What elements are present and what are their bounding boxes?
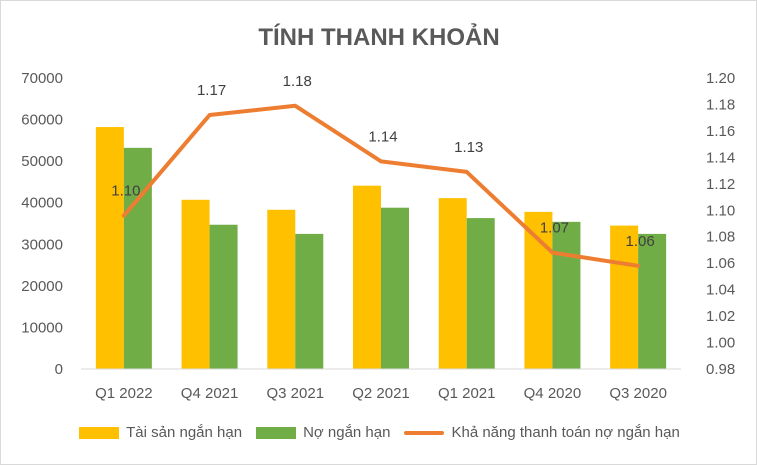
y-right-tick-label: 1.14: [706, 149, 735, 166]
bar-tai-san-ngan-han: [353, 185, 381, 369]
y-left-tick-label: 70000: [21, 70, 63, 87]
bar-no-ngan-han: [638, 233, 667, 369]
bar-no-ngan-han: [295, 233, 324, 369]
bar-tai-san-ngan-han: [181, 199, 210, 369]
x-tick-label: Q2 2021: [352, 385, 410, 402]
bar-tai-san-ngan-han: [438, 198, 467, 369]
bar-tai-san-ngan-han: [95, 127, 124, 369]
y-left-tick-label: 20000: [21, 278, 63, 295]
y-right-axis: 0.98 1.00 1.02 1.04 1.06 1.08 1.10 1.12 1.14 1.16…: [706, 70, 735, 378]
x-tick-label: Q3 2021: [267, 385, 325, 402]
bar-no-ngan-han: [209, 224, 238, 369]
y-right-tick-label: 1.06: [706, 255, 735, 272]
y-right-tick-label: 1.12: [706, 176, 735, 193]
line-series-group: [121, 103, 641, 268]
legend: Tài sản ngắn hạn Nợ ngắn hạn Khả năng th…: [1, 424, 756, 442]
legend-swatch-kha-nang-thanh-toan-no-ngan-han: [404, 431, 445, 435]
bar-tai-san-ngan-han: [267, 209, 296, 369]
legend-swatch-tai-san-ngan-han: [79, 427, 120, 439]
legend-swatch-no-ngan-han: [256, 427, 297, 439]
y-left-tick-label: 60000: [21, 112, 63, 129]
chart-title: TÍNH THANH KHOẢN: [258, 22, 499, 51]
y-right-tick-label: 1.08: [706, 229, 735, 246]
y-left-tick-label: 30000: [21, 236, 63, 253]
bar-tai-san-ngan-han: [610, 225, 639, 369]
legend-item-tai-san-ngan-han: Tài sản ngắn hạn: [79, 424, 242, 442]
bar-no-ngan-han: [381, 207, 409, 369]
x-tick-label: Q3 2020: [609, 385, 667, 402]
y-right-tick-label: 1.00: [706, 335, 735, 352]
y-left-axis: 0 10000 20000 30000 40000 50000 60000 70000: [21, 70, 63, 378]
y-right-tick-label: 0.98: [706, 361, 735, 378]
data-label: 1.06: [626, 233, 655, 250]
legend-item-kha-nang-thanh-toan-no-ngan-han: Khả năng thanh toán nợ ngắn hạn: [404, 424, 680, 442]
y-left-tick-label: 40000: [21, 195, 63, 212]
legend-label: Tài sản ngắn hạn: [126, 424, 243, 441]
y-left-tick-label: 10000: [21, 319, 63, 336]
y-right-tick-label: 1.16: [706, 123, 735, 140]
x-tick-label: Q4 2020: [524, 385, 582, 402]
y-right-tick-label: 1.02: [706, 308, 735, 325]
bar-no-ngan-han: [552, 221, 581, 369]
data-label: 1.14: [368, 128, 397, 145]
legend-label: Nợ ngắn hạn: [303, 424, 391, 441]
y-right-tick-label: 1.18: [706, 96, 735, 113]
y-left-tick-label: 50000: [21, 153, 63, 170]
x-tick-label: Q1 2021: [438, 385, 496, 402]
data-label: 1.13: [454, 139, 483, 156]
bar-no-ngan-han: [123, 147, 152, 369]
data-label: 1.17: [197, 82, 226, 99]
line-kha-nang-thanh-toan-no-ngan-han: [121, 103, 641, 268]
legend-label: Khả năng thanh toán nợ ngắn hạn: [451, 424, 680, 441]
legend-item-no-ngan-han: Nợ ngắn hạn: [256, 424, 390, 442]
x-tick-label: Q4 2021: [181, 385, 239, 402]
x-tick-label: Q1 2022: [95, 385, 153, 402]
bar-no-ngan-han: [466, 218, 495, 369]
x-axis: Q1 2022 Q4 2021 Q3 2021 Q2 2021 Q1 2021 Q4 20…: [95, 385, 667, 402]
y-left-tick-label: 0: [55, 361, 63, 378]
data-label: 1.10: [111, 183, 140, 200]
y-right-tick-label: 1.20: [706, 70, 735, 87]
y-right-tick-label: 1.10: [706, 202, 735, 219]
data-label: 1.18: [283, 73, 312, 90]
y-right-tick-label: 1.04: [706, 282, 735, 299]
bar-series-group: [95, 127, 667, 369]
data-labels: 1.10 1.17 1.18 1.14 1.13 1.07 1.06: [111, 73, 654, 250]
data-label: 1.07: [540, 220, 569, 237]
